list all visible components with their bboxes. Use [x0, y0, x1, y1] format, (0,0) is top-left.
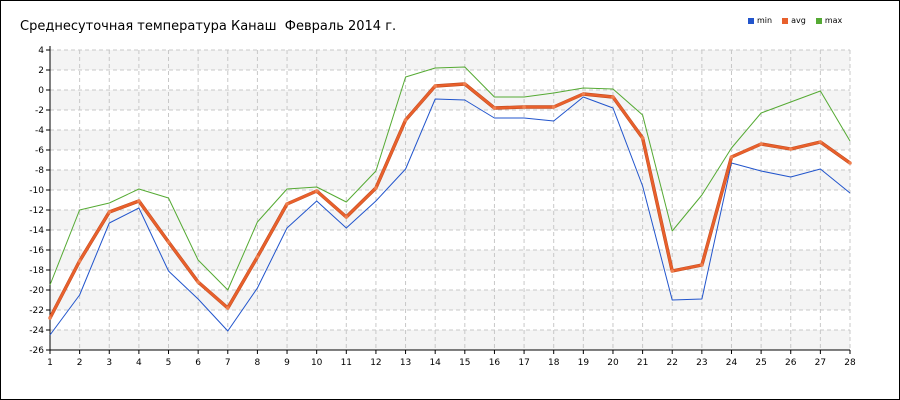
y-tick-label: -6	[35, 146, 44, 156]
x-tick-label: 26	[785, 358, 797, 368]
y-tick-label: -26	[29, 346, 44, 356]
data-point-avg	[433, 84, 437, 88]
x-tick-label: 11	[341, 358, 352, 368]
y-tick-label: -10	[29, 186, 44, 196]
x-tick-label: 16	[489, 358, 501, 368]
x-tick-label: 15	[459, 358, 470, 368]
x-tick-label: 1	[47, 358, 53, 368]
y-tick-label: -20	[29, 286, 44, 296]
x-tick-label: 9	[284, 358, 290, 368]
legend-swatch-min	[748, 17, 754, 24]
legend-swatch-max	[815, 17, 822, 24]
grid-band	[50, 330, 850, 350]
y-tick-label: -14	[29, 226, 44, 236]
data-point-avg	[48, 316, 52, 320]
x-tick-label: 7	[225, 358, 231, 368]
legend-item-max: max	[815, 16, 843, 25]
y-tick-label: -8	[35, 166, 44, 176]
data-point-avg	[137, 199, 141, 203]
x-tick-label: 21	[637, 358, 648, 368]
grid-band	[50, 130, 850, 150]
series-line-max	[49, 66, 851, 291]
x-tick-label: 20	[607, 358, 619, 368]
data-point-avg	[225, 306, 230, 310]
x-tick-label: 4	[136, 358, 142, 368]
y-tick-label: -2	[35, 106, 44, 116]
y-tick-label: -4	[35, 126, 44, 136]
y-tick-label: 0	[38, 86, 44, 96]
x-tick-label: 25	[755, 358, 766, 368]
y-tick-label: -24	[29, 326, 44, 336]
legend-item-avg: avg	[782, 16, 806, 25]
data-point-avg	[640, 136, 645, 140]
x-tick-label: 5	[166, 358, 172, 368]
x-tick-label: 14	[429, 358, 441, 368]
x-tick-label: 13	[400, 358, 411, 368]
legend-item-min: min	[748, 16, 772, 25]
legend-label-avg: avg	[791, 16, 806, 25]
grid-band	[50, 250, 850, 270]
x-tick-label: 28	[844, 358, 856, 368]
data-point-avg	[670, 269, 675, 273]
x-tick-label: 8	[255, 358, 261, 368]
x-tick-label: 6	[195, 358, 201, 368]
legend-swatch-avg	[782, 17, 789, 24]
x-tick-label: 17	[518, 358, 529, 368]
x-tick-label: 22	[666, 358, 677, 368]
x-tick-label: 12	[370, 358, 381, 368]
data-point-avg	[285, 202, 289, 206]
data-point-avg	[77, 259, 82, 263]
x-tick-label: 2	[77, 358, 83, 368]
series-line-min	[49, 96, 851, 336]
x-tick-label: 10	[311, 358, 323, 368]
x-tick-label: 3	[106, 358, 112, 368]
x-tick-label: 19	[578, 358, 590, 368]
series-line-avg	[48, 82, 851, 319]
data-point-avg	[492, 106, 497, 110]
legend-label-min: min	[757, 16, 773, 25]
chart-title: Среднесуточная температура Канаш Февраль…	[20, 19, 397, 34]
x-tick-label: 23	[696, 358, 707, 368]
data-point-avg	[196, 280, 200, 284]
data-point-avg	[166, 240, 171, 244]
data-point-avg	[403, 118, 408, 122]
data-point-avg	[611, 95, 615, 99]
data-point-avg	[314, 189, 319, 193]
data-point-avg	[700, 263, 704, 267]
data-point-avg	[107, 210, 112, 214]
x-tick-label: 27	[815, 358, 826, 368]
data-point-avg	[344, 215, 349, 219]
data-point-avg	[374, 186, 378, 190]
data-point-avg	[581, 92, 586, 96]
chart-legend: min avg max	[748, 16, 842, 25]
y-tick-label: -16	[29, 246, 44, 256]
data-point-avg	[522, 105, 526, 109]
data-point-avg	[759, 142, 763, 146]
grid-band	[50, 50, 850, 70]
data-point-avg	[551, 105, 556, 109]
x-tick-label: 24	[726, 358, 738, 368]
data-point-avg	[848, 161, 852, 165]
data-point-avg	[818, 140, 823, 144]
y-tick-label: 2	[38, 66, 44, 76]
y-tick-label: -18	[29, 266, 44, 276]
data-point-avg	[255, 255, 260, 259]
y-tick-label: -12	[29, 206, 44, 216]
grid-band	[50, 210, 850, 230]
data-point-avg	[463, 82, 467, 86]
y-tick-label: -22	[29, 306, 44, 316]
grid-band	[50, 170, 850, 190]
legend-label-max: max	[824, 16, 843, 25]
grid-band	[50, 290, 850, 310]
y-tick-label: 4	[38, 46, 44, 56]
data-point-avg	[729, 155, 734, 159]
data-point-avg	[788, 147, 793, 151]
x-tick-label: 18	[548, 358, 560, 368]
